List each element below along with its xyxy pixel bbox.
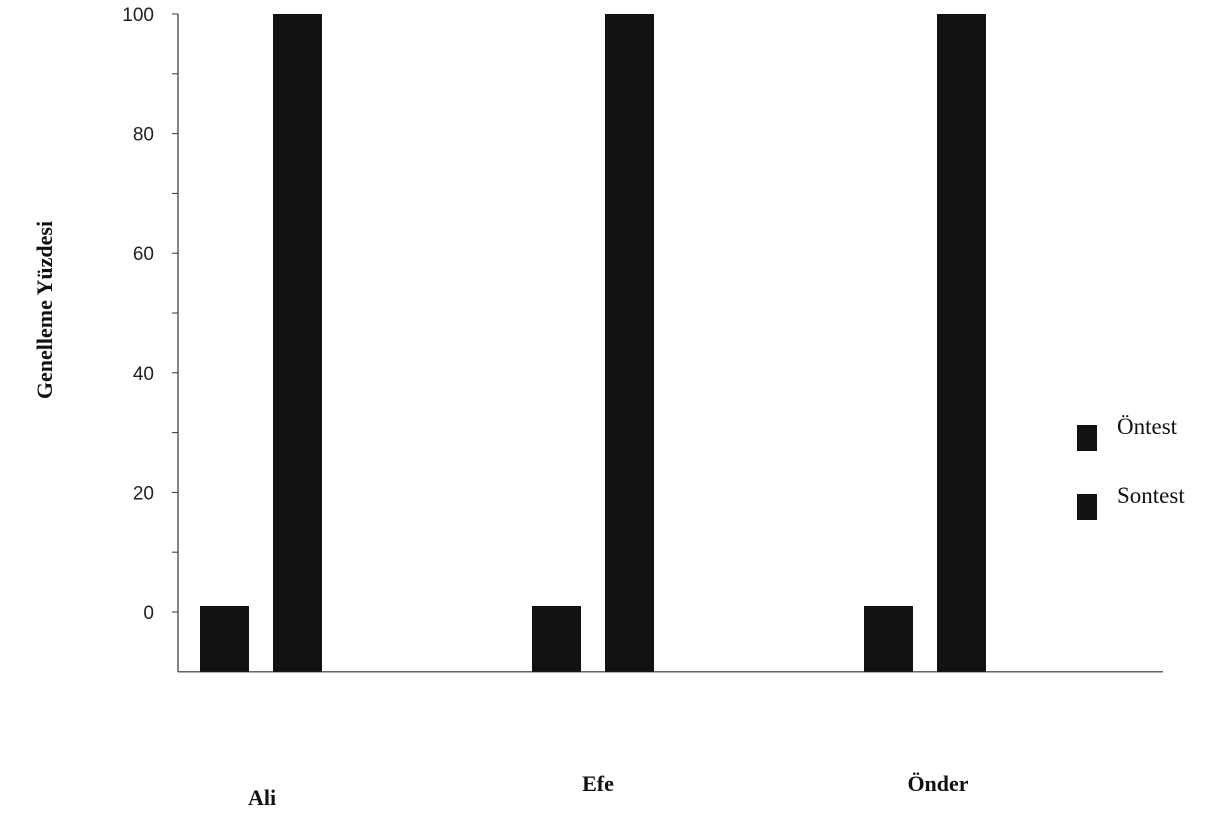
y-axis-label: Genelleme Yüzdesi bbox=[32, 221, 57, 399]
bars bbox=[200, 14, 986, 672]
y-axis-ticks: 0 20 40 60 80 100 bbox=[122, 5, 178, 624]
x-category-label: Önder bbox=[907, 771, 968, 796]
legend-swatch bbox=[1077, 494, 1097, 520]
y-tick-label: 0 bbox=[143, 603, 154, 624]
legend: Öntest Sontest bbox=[1077, 414, 1185, 520]
y-tick-label: 100 bbox=[122, 5, 154, 26]
y-tick-label: 20 bbox=[133, 483, 154, 504]
x-category-label: Ali bbox=[248, 785, 276, 810]
bar-öntest-efe bbox=[532, 606, 581, 672]
y-tick-label: 80 bbox=[133, 125, 154, 146]
axes bbox=[177, 14, 1163, 673]
bar-sontest-ali bbox=[273, 14, 322, 672]
bar-sontest-efe bbox=[605, 14, 654, 672]
legend-swatch bbox=[1077, 425, 1097, 451]
y-tick-label: 60 bbox=[133, 244, 154, 265]
legend-label: Öntest bbox=[1117, 414, 1178, 439]
y-tick-label: 40 bbox=[133, 364, 154, 385]
x-category-label: Efe bbox=[582, 771, 614, 796]
x-axis-labels: Ali Efe Önder bbox=[248, 771, 969, 810]
bar-öntest-ali bbox=[200, 606, 249, 672]
bar-sontest-önder bbox=[937, 14, 986, 672]
bar-öntest-önder bbox=[864, 606, 913, 672]
legend-label: Sontest bbox=[1117, 483, 1185, 508]
